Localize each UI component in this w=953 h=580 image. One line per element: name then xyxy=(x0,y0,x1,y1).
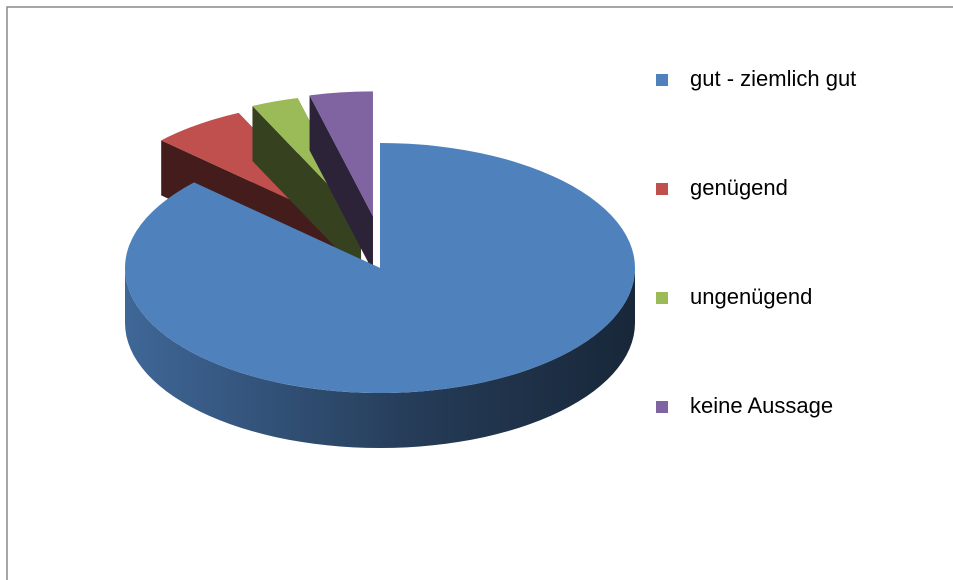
legend-marker xyxy=(656,74,668,86)
slice-side xyxy=(252,105,362,275)
legend-marker xyxy=(656,401,668,413)
slice-top xyxy=(124,143,636,394)
legend-label: ungenügend xyxy=(690,284,812,309)
slice-side xyxy=(309,95,373,272)
pie-slice xyxy=(309,91,373,272)
legend-marker xyxy=(656,292,668,304)
slice-wall xyxy=(125,268,635,448)
legend-label: gut - ziemlich gut xyxy=(690,66,856,91)
legend-marker xyxy=(656,183,668,195)
legend-label: genügend xyxy=(690,175,788,200)
legend-label: keine Aussage xyxy=(690,393,833,418)
pie-slice xyxy=(124,143,636,448)
slice-top xyxy=(309,91,373,217)
